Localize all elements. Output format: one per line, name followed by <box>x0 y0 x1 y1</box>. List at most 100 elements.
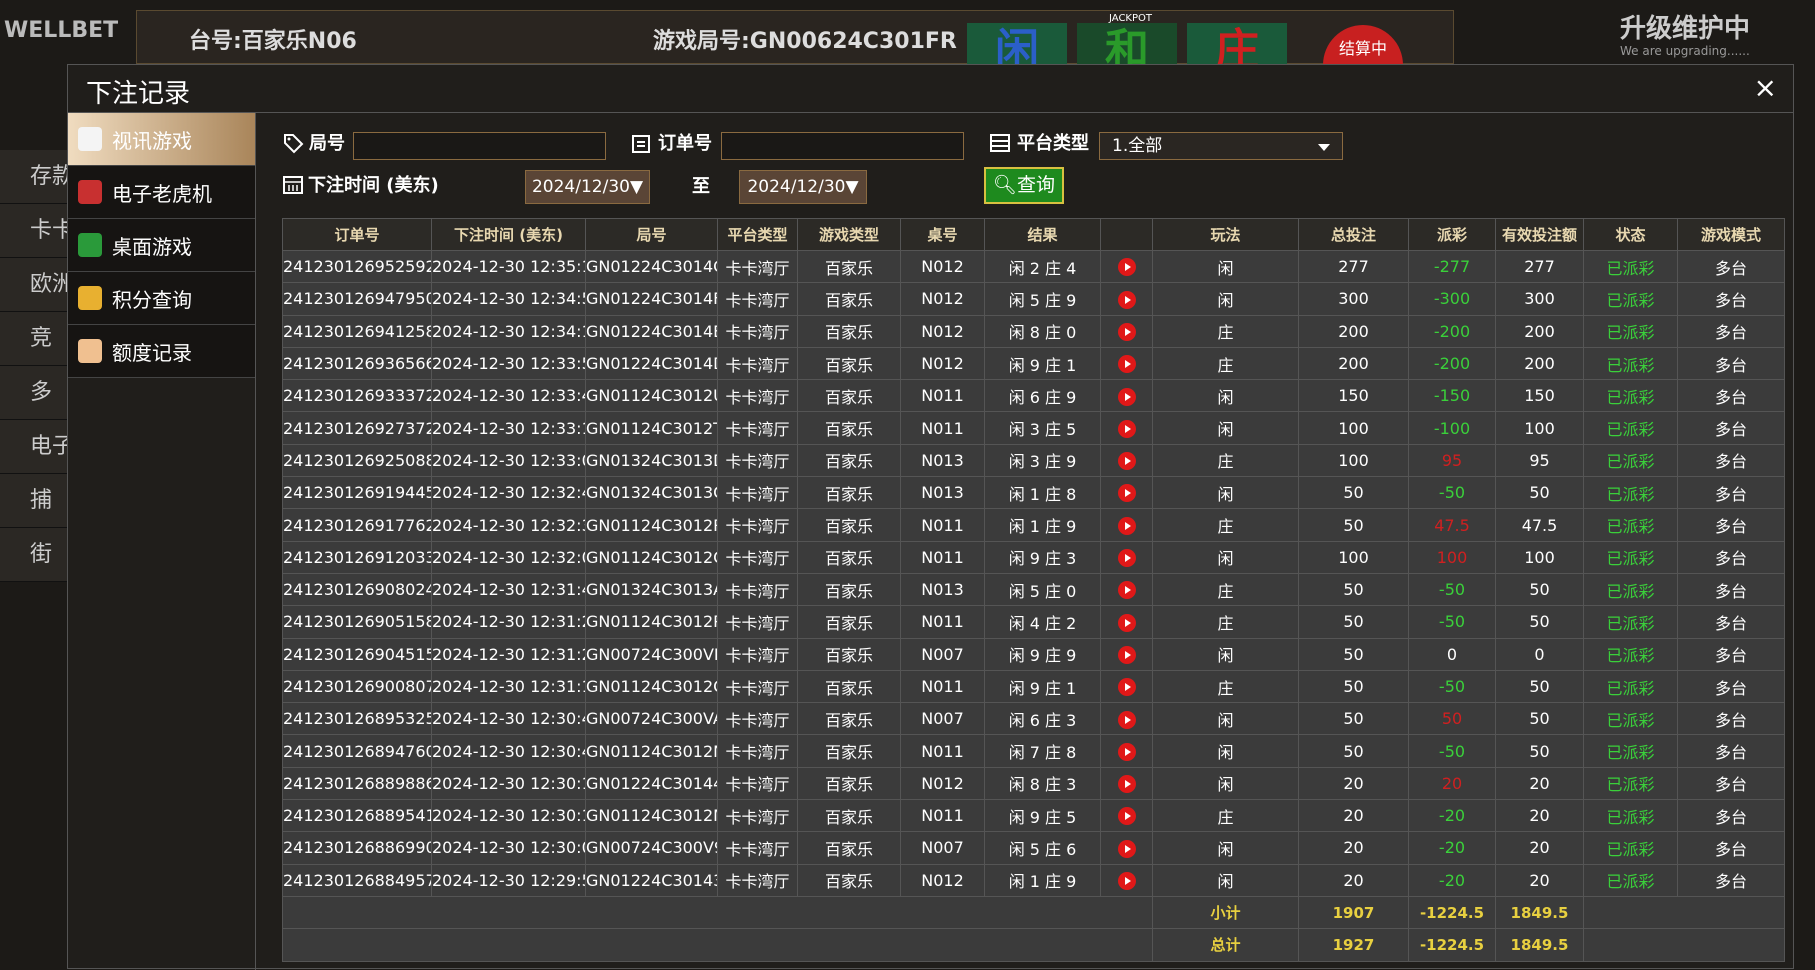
table-row: 241230126941258 2024-12-30 12:34:16 GN0122… <box>282 314 1785 348</box>
sidebar-item[interactable]: 电子老虎机 <box>68 166 255 219</box>
bg-menu-item: 多 <box>0 366 70 420</box>
table-cell: N011 <box>900 799 985 833</box>
table-cell: 百家乐 <box>797 379 901 413</box>
play-button[interactable] <box>1117 322 1136 341</box>
sidebar-item[interactable]: 桌面游戏 <box>68 219 255 272</box>
table-cell: GN01324C3013A <box>585 572 718 607</box>
table-cell: 2024-12-30 12:30:15 <box>431 766 586 801</box>
table-cell: 241230126886990 <box>282 831 432 865</box>
play-cell <box>1100 572 1153 607</box>
date-to[interactable]: 2024/12/30▼ <box>739 170 867 204</box>
platform-select[interactable]: 1.全部 <box>1099 132 1343 160</box>
table-cell: -50 <box>1408 605 1496 639</box>
table-cell: N011 <box>900 605 985 639</box>
sidebar-label: 电子老虎机 <box>112 181 212 206</box>
table-cell: GN01224C30144 <box>585 766 718 801</box>
play-button[interactable] <box>1117 775 1136 794</box>
table-cell: 50 <box>1495 669 1584 704</box>
play-button[interactable] <box>1117 355 1136 374</box>
table-cell: 卡卡湾厅 <box>717 605 798 639</box>
table-cell: 300 <box>1298 282 1409 316</box>
table-cell: 2024-12-30 12:35:14 <box>431 249 586 284</box>
table-cell: 20 <box>1298 863 1409 897</box>
table-cell: 50 <box>1298 572 1409 607</box>
play-cell <box>1100 863 1153 897</box>
play-button[interactable] <box>1117 807 1136 826</box>
table-cell: -50 <box>1408 734 1496 768</box>
order-icon <box>632 135 650 153</box>
table-cell: 241230126889886 <box>282 766 432 801</box>
play-button[interactable] <box>1117 452 1136 471</box>
table-cell: 已派彩 <box>1583 702 1678 736</box>
table-cell: N011 <box>900 411 985 445</box>
play-button[interactable] <box>1117 549 1136 568</box>
sidebar-item[interactable]: 积分查询 <box>68 272 255 325</box>
table-row: 241230126904515 2024-12-30 12:31:26 GN0072… <box>282 637 1785 671</box>
sidebar-icon <box>78 286 102 310</box>
table-cell: 已派彩 <box>1583 379 1678 413</box>
play-button[interactable] <box>1117 742 1136 761</box>
table-cell: 241230126917762 <box>282 508 432 542</box>
spacer-cell <box>1583 928 1785 962</box>
table-cell: 百家乐 <box>797 572 901 607</box>
play-button[interactable] <box>1117 710 1136 729</box>
table-cell: 2024-12-30 12:34:16 <box>431 314 586 348</box>
table-cell: 已派彩 <box>1583 282 1678 316</box>
table-cell: 庄 <box>1152 669 1299 704</box>
table-cell: 已派彩 <box>1583 863 1678 897</box>
table-cell: 50 <box>1298 734 1409 768</box>
table-cell: 50 <box>1298 669 1409 704</box>
table-cell: 百家乐 <box>797 831 901 865</box>
table-cell: -20 <box>1408 863 1496 897</box>
table-cell: N007 <box>900 702 985 736</box>
table-cell: 0 <box>1408 637 1496 671</box>
table-cell: -150 <box>1408 379 1496 413</box>
table-cell: 百家乐 <box>797 314 901 348</box>
play-button[interactable] <box>1117 645 1136 664</box>
play-button[interactable] <box>1117 839 1136 858</box>
table-cell: 200 <box>1298 314 1409 348</box>
play-button[interactable] <box>1117 484 1136 503</box>
table-cell: 241230126895325 <box>282 702 432 736</box>
table-cell: 卡卡湾厅 <box>717 346 798 381</box>
table-cell: 2024-12-30 12:33:03 <box>431 443 586 478</box>
close-button[interactable]: × <box>1753 71 1777 104</box>
table-cell: 20 <box>1298 799 1409 833</box>
table-cell: 20 <box>1495 799 1584 833</box>
table-cell: 150 <box>1298 379 1409 413</box>
play-button[interactable] <box>1117 387 1136 406</box>
play-button[interactable] <box>1117 290 1136 309</box>
table-cell: 百家乐 <box>797 605 901 639</box>
order-input[interactable] <box>721 132 964 160</box>
table-cell: 多台 <box>1677 863 1785 897</box>
spacer-cell <box>282 895 1153 930</box>
table-row: 241230126908024 2024-12-30 12:31:44 GN0132… <box>282 572 1785 607</box>
play-button[interactable] <box>1117 419 1136 438</box>
sidebar-item[interactable]: 额度记录 <box>68 325 255 378</box>
play-button[interactable] <box>1117 872 1136 891</box>
play-button[interactable] <box>1117 678 1136 697</box>
table-cell: 多台 <box>1677 734 1785 768</box>
table-cell: GN01324C3013D <box>585 443 718 478</box>
round-input[interactable] <box>353 132 606 160</box>
play-button[interactable] <box>1117 258 1136 277</box>
query-button[interactable]: 🔍︎查询 <box>984 167 1064 204</box>
play-button[interactable] <box>1117 581 1136 600</box>
table-cell: 0 <box>1495 637 1584 671</box>
date-from[interactable]: 2024/12/30▼ <box>525 170 650 204</box>
table-cell: 多台 <box>1677 443 1785 478</box>
table-cell: 已派彩 <box>1583 766 1678 801</box>
table-cell: 100 <box>1495 411 1584 445</box>
table-row: 241230126919445 2024-12-30 12:32:40 GN0132… <box>282 476 1785 510</box>
time-label: 下注时间 (美东) <box>308 175 439 196</box>
table-cell: 闲 9 庄 3 <box>984 540 1101 574</box>
sidebar-item[interactable]: 视讯游戏 <box>68 113 255 166</box>
play-button[interactable] <box>1117 516 1136 535</box>
table-cell: 卡卡湾厅 <box>717 249 798 284</box>
table-cell: 卡卡湾厅 <box>717 637 798 671</box>
table-cell: 200 <box>1495 346 1584 381</box>
table-cell: 50 <box>1298 476 1409 510</box>
play-button[interactable] <box>1117 613 1136 632</box>
table-cell: N012 <box>900 249 985 284</box>
table-cell: 2024-12-30 12:33:41 <box>431 379 586 413</box>
